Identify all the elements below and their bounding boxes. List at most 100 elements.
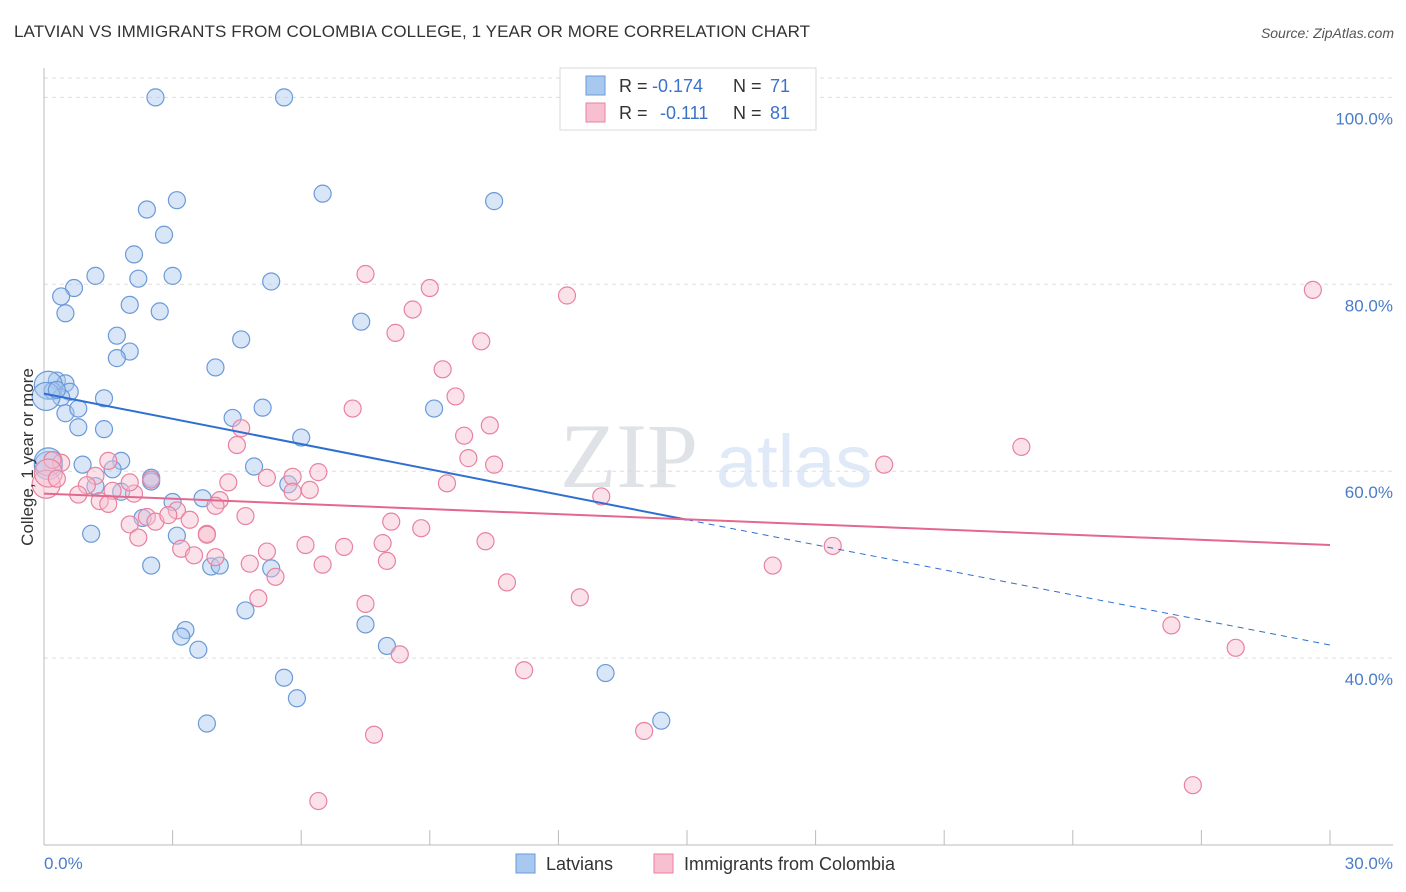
- series-legend: Latvians Immigrants from Colombia: [515, 853, 896, 874]
- trend-line-latvians-extension: [686, 519, 1331, 646]
- latvian-point-59: [172, 627, 191, 646]
- trend-lines: [43, 392, 1331, 646]
- latvian-point-56: [236, 601, 255, 620]
- colombia-point-40: [137, 507, 156, 527]
- colombia-point-9: [343, 399, 362, 418]
- latvian-point-12: [64, 278, 84, 298]
- latvian-point-41: [103, 460, 122, 479]
- colombia-point-39: [99, 494, 118, 513]
- latvian-point-13: [52, 287, 71, 306]
- latvian-point-15: [56, 304, 75, 323]
- latvian-point-17: [352, 312, 371, 331]
- colombia-point-67: [1162, 616, 1181, 635]
- colombia-point-15: [459, 449, 478, 468]
- stats-legend: R = -0.174 N = 71 R = -0.111 N = 81: [559, 67, 817, 131]
- latvian-point-0: [146, 88, 165, 107]
- latvian-point-63: [274, 668, 294, 687]
- colombia-point-76: [33, 458, 63, 488]
- trend-line-colombia: [43, 492, 1331, 547]
- colombia-point-2: [420, 278, 439, 298]
- watermark-zip: ZIP: [560, 405, 698, 507]
- colombia-point-51: [296, 535, 315, 555]
- colombia-point-48: [129, 528, 148, 547]
- colombia-point-20: [283, 467, 302, 486]
- latvian-point-9: [129, 269, 148, 288]
- colombia-point-7: [433, 360, 452, 379]
- colombia-point-69: [390, 645, 409, 664]
- colombia-point-17: [875, 455, 894, 474]
- colombia-point-57: [206, 548, 225, 567]
- colombia-point-78: [159, 506, 178, 525]
- latvian-point-37: [292, 428, 311, 447]
- colombia-point-46: [120, 515, 139, 534]
- colombia-point-19: [257, 468, 277, 487]
- colombia-point-52: [823, 536, 842, 556]
- colombia-point-0: [1303, 280, 1322, 299]
- stats-n-label-1: N =: [733, 76, 762, 96]
- colombia-point-32: [592, 487, 611, 506]
- latvian-point-18: [107, 326, 126, 345]
- chart-source: Source: ZipAtlas.com: [1260, 25, 1394, 41]
- latvian-point-42: [244, 457, 264, 476]
- colombia-point-56: [184, 546, 204, 565]
- latvian-point-19: [232, 330, 251, 349]
- stats-legend-swatch-latvians: [585, 75, 606, 96]
- x-tick-label-max: 30.0%: [1345, 854, 1393, 873]
- chart-title: LATVIAN VS IMMIGRANTS FROM COLOMBIA COLL…: [14, 22, 811, 41]
- colombia-point-70: [515, 661, 534, 680]
- latvian-point-8: [86, 266, 105, 285]
- colombia-point-66: [356, 594, 375, 613]
- colombia-point-64: [570, 588, 589, 607]
- latvian-point-55: [262, 559, 281, 578]
- latvian-point-64: [287, 689, 307, 708]
- colombia-point-75: [31, 469, 61, 499]
- y-tick-label-100: 100.0%: [1335, 109, 1393, 128]
- colombia-point-73: [1183, 776, 1202, 795]
- colombia-point-43: [236, 506, 255, 526]
- colombia-point-28: [300, 480, 319, 499]
- colombia-point-61: [763, 556, 782, 575]
- colombia-point-68: [1226, 638, 1245, 657]
- latvian-point-4: [167, 191, 186, 210]
- stats-n-label-2: N =: [733, 103, 762, 123]
- latvian-point-65: [197, 714, 216, 733]
- colombia-point-49: [476, 532, 495, 551]
- colombia-point-72: [635, 721, 654, 741]
- colombia-point-3: [557, 286, 577, 305]
- colombia-point-33: [283, 482, 302, 501]
- latvian-point-30: [253, 398, 272, 417]
- colombia-point-1: [356, 264, 375, 284]
- latvian-point-66: [652, 711, 671, 730]
- latvian-point-1: [274, 88, 294, 107]
- latvian-point-25: [33, 370, 63, 400]
- stats-legend-swatch-colombia: [585, 102, 606, 123]
- latvian-point-57: [356, 615, 375, 634]
- colombia-point-25: [219, 473, 238, 492]
- colombia-point-77: [47, 469, 66, 488]
- colombia-point-18: [309, 463, 328, 482]
- latvian-point-14: [120, 295, 139, 314]
- latvian-point-3: [485, 192, 504, 211]
- latvian-point-35: [69, 418, 88, 437]
- latvian-point-61: [377, 636, 397, 656]
- latvian-point-34: [424, 399, 444, 418]
- watermark: ZIP atlas: [560, 405, 872, 507]
- colombia-point-42: [180, 510, 199, 529]
- y-tick-label-40: 40.0%: [1345, 670, 1393, 689]
- latvian-point-29: [94, 389, 114, 408]
- colombia-point-13: [227, 435, 246, 455]
- points-series-latvians: [31, 88, 671, 733]
- colombia-point-79: [197, 525, 216, 544]
- latvian-point-2: [313, 184, 332, 203]
- colombia-point-80: [120, 473, 139, 492]
- latvian-point-11: [262, 272, 281, 291]
- colombia-point-45: [412, 519, 431, 538]
- legend-swatch-latvians: [515, 853, 536, 874]
- latvian-point-5: [137, 200, 156, 219]
- legend-swatch-colombia: [653, 853, 674, 874]
- colombia-point-58: [313, 555, 332, 574]
- colombia-point-74: [309, 791, 328, 811]
- axes: [43, 68, 1393, 846]
- colombia-point-8: [446, 387, 465, 406]
